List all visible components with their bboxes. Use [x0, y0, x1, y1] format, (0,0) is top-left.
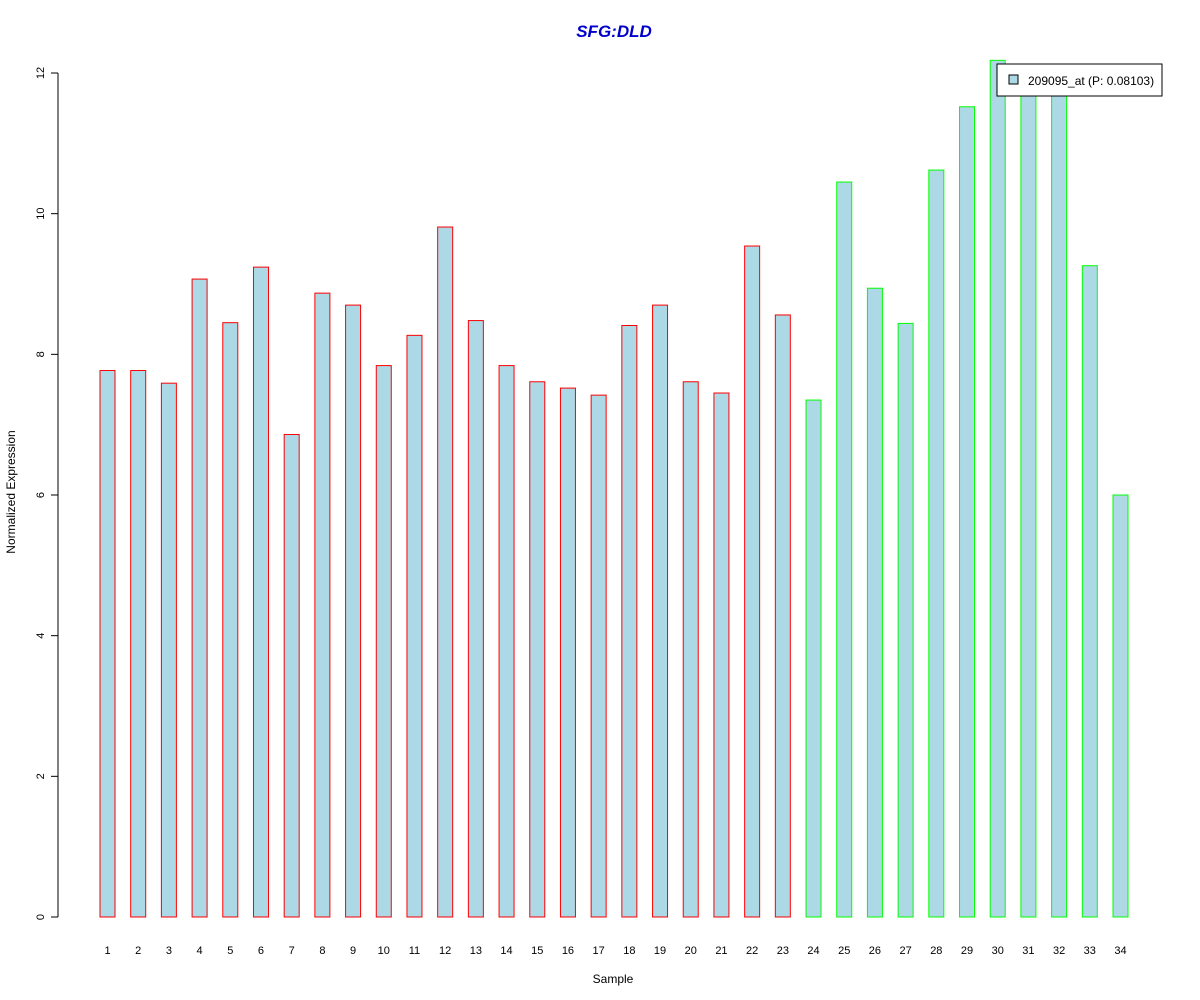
y-axis: 0 2 4 6 8 10 12 — [35, 67, 59, 920]
legend-swatch — [1008, 74, 1019, 85]
y-tick-label: 4 — [35, 633, 47, 639]
bar-sample-2 — [130, 370, 147, 918]
bar-sample-18 — [621, 325, 638, 918]
x-tick-label: 28 — [930, 945, 942, 957]
bar-sample-20 — [682, 381, 699, 918]
bar-sample-3 — [160, 382, 177, 918]
legend-label: 209095_at (P: 0.08103) — [1028, 74, 1154, 88]
x-tick-label: 12 — [439, 945, 451, 957]
bar-sample-30 — [989, 59, 1006, 918]
bar-sample-28 — [928, 169, 945, 918]
x-tick-label: 29 — [961, 945, 973, 957]
bar-sample-5 — [222, 322, 239, 918]
bar-sample-23 — [774, 314, 791, 918]
x-tick-label: 23 — [777, 945, 789, 957]
y-axis-label: Normalized Expression — [4, 430, 18, 553]
x-tick-label: 31 — [1022, 945, 1034, 957]
bar-sample-7 — [283, 434, 300, 918]
x-tick-label: 20 — [685, 945, 697, 957]
bar-sample-10 — [375, 365, 392, 918]
x-tick-label: 13 — [470, 945, 482, 957]
bar-sample-13 — [467, 320, 484, 918]
x-tick-label: 32 — [1053, 945, 1065, 957]
x-tick-label: 5 — [227, 945, 233, 957]
legend: 209095_at (P: 0.08103) — [996, 63, 1163, 97]
bars — [99, 59, 1129, 918]
bar-sample-25 — [836, 181, 853, 918]
bar-sample-9 — [345, 304, 362, 918]
x-tick-label: 24 — [807, 945, 819, 957]
bar-sample-33 — [1081, 265, 1098, 918]
bar-sample-32 — [1051, 95, 1068, 918]
bar-sample-17 — [590, 394, 607, 918]
x-axis-label: Sample — [593, 972, 634, 986]
y-tick-label: 8 — [35, 351, 47, 357]
x-tick-label: 22 — [746, 945, 758, 957]
bar-sample-4 — [191, 278, 208, 918]
bar-sample-29 — [959, 106, 976, 918]
x-tick-label: 17 — [593, 945, 605, 957]
x-tick-label: 30 — [992, 945, 1004, 957]
x-tick-label: 3 — [166, 945, 172, 957]
y-tick-label: 2 — [35, 773, 47, 779]
y-tick-label: 10 — [35, 208, 47, 220]
bar-sample-6 — [252, 266, 269, 918]
x-tick-label: 34 — [1114, 945, 1126, 957]
x-tick-label: 2 — [135, 945, 141, 957]
bar-sample-26 — [866, 287, 883, 918]
x-tick-label: 7 — [289, 945, 295, 957]
x-tick-label: 19 — [654, 945, 666, 957]
y-tick-label: 6 — [35, 492, 47, 498]
x-tick-label: 21 — [715, 945, 727, 957]
chart-title: SFG:DLD — [576, 22, 652, 41]
x-tick-label: 15 — [531, 945, 543, 957]
bar-sample-16 — [559, 387, 576, 918]
y-tick-label: 0 — [35, 914, 47, 920]
bar-sample-24 — [805, 399, 822, 918]
bar-sample-15 — [529, 381, 546, 918]
bar-sample-1 — [99, 370, 116, 918]
bar-sample-22 — [744, 245, 761, 918]
bar-sample-19 — [652, 304, 669, 918]
x-tick-label: 1 — [104, 945, 110, 957]
x-tick-label: 14 — [500, 945, 512, 957]
x-tick-label: 18 — [623, 945, 635, 957]
x-tick-label: 9 — [350, 945, 356, 957]
bar-sample-8 — [314, 292, 331, 918]
x-tick-label: 6 — [258, 945, 264, 957]
x-tick-label: 25 — [838, 945, 850, 957]
bar-sample-31 — [1020, 92, 1037, 918]
bar-sample-12 — [437, 226, 454, 918]
x-tick-label: 11 — [409, 945, 420, 957]
bar-sample-27 — [897, 322, 914, 918]
legend-box — [996, 63, 1163, 97]
bar-sample-11 — [406, 334, 423, 918]
x-tick-label: 16 — [562, 945, 574, 957]
bar-sample-34 — [1112, 494, 1129, 918]
x-tick-label: 8 — [319, 945, 325, 957]
bar-sample-14 — [498, 365, 515, 918]
x-tick-label: 10 — [378, 945, 390, 957]
x-axis: 1 2 3 4 5 6 7 8 9 10 11 12 13 14 15 16 17 18 19 20 21 22 23 24 2… — [104, 945, 1126, 957]
x-tick-label: 26 — [869, 945, 881, 957]
x-tick-label: 33 — [1084, 945, 1096, 957]
x-tick-label: 27 — [899, 945, 911, 957]
bar-sample-21 — [713, 392, 730, 918]
y-tick-label: 12 — [35, 67, 47, 79]
x-tick-label: 4 — [197, 945, 203, 957]
